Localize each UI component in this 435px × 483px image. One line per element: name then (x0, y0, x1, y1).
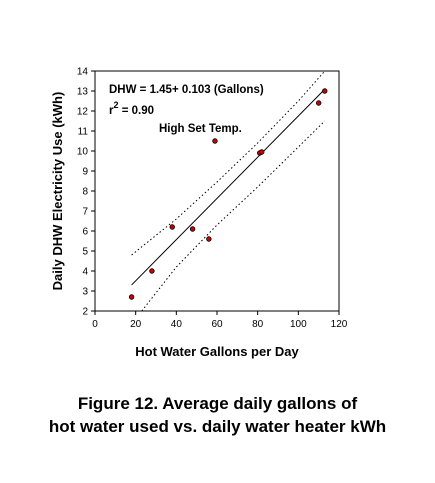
y-axis: 2 3 4 5 6 7 8 9 10 11 12 13 14 (77, 67, 95, 318)
y-tick-label: 4 (82, 267, 88, 278)
r2-annotation: r2 = 0.90 (109, 100, 154, 117)
data-point (322, 88, 328, 94)
y-tick-label: 10 (77, 147, 89, 158)
figure-caption-line-1: Figure 12. Average daily gallons of (77, 394, 358, 413)
regression-line (131, 88, 326, 286)
data-point (189, 226, 196, 232)
x-tick-label: 80 (252, 319, 264, 330)
y-tick-label: 3 (82, 287, 88, 298)
confidence-band-lower (141, 120, 326, 312)
data-point (149, 268, 155, 274)
x-axis-label: Hot Water Gallons per Day (135, 344, 299, 359)
data-point (259, 149, 265, 155)
x-tick-label: 40 (171, 319, 183, 330)
data-point (128, 294, 135, 300)
data-point (315, 100, 322, 106)
x-axis: 0 20 40 60 80 100 120 (92, 311, 348, 330)
equation-annotation: DHW = 1.45+ 0.103 (Gallons) (109, 84, 264, 96)
y-tick-label: 8 (82, 187, 88, 198)
y-tick-label: 14 (77, 67, 89, 78)
x-tick-label: 120 (331, 319, 348, 330)
high-set-temp-annotation: High Set Temp. (159, 123, 242, 135)
y-axis-label: Daily DHW Electricity Use (kWh) (50, 92, 65, 291)
y-tick-label: 11 (78, 127, 89, 138)
figure-caption-line-2: hot water used vs. daily water heater kW… (48, 417, 387, 436)
x-tick-label: 20 (130, 319, 142, 330)
data-point (169, 224, 175, 230)
y-tick-label: 6 (82, 227, 88, 238)
x-tick-label: 60 (211, 319, 223, 330)
x-tick-label: 0 (92, 319, 98, 330)
data-point (206, 236, 212, 242)
y-tick-label: 7 (82, 207, 88, 218)
y-tick-label: 12 (77, 107, 89, 118)
x-tick-label: 100 (290, 319, 307, 330)
y-tick-label: 2 (82, 307, 88, 318)
y-tick-label: 5 (82, 247, 88, 258)
y-tick-label: 9 (82, 167, 88, 178)
data-points (128, 88, 328, 300)
confidence-band-upper (131, 70, 326, 256)
data-point (212, 138, 218, 144)
y-tick-label: 13 (77, 87, 89, 98)
